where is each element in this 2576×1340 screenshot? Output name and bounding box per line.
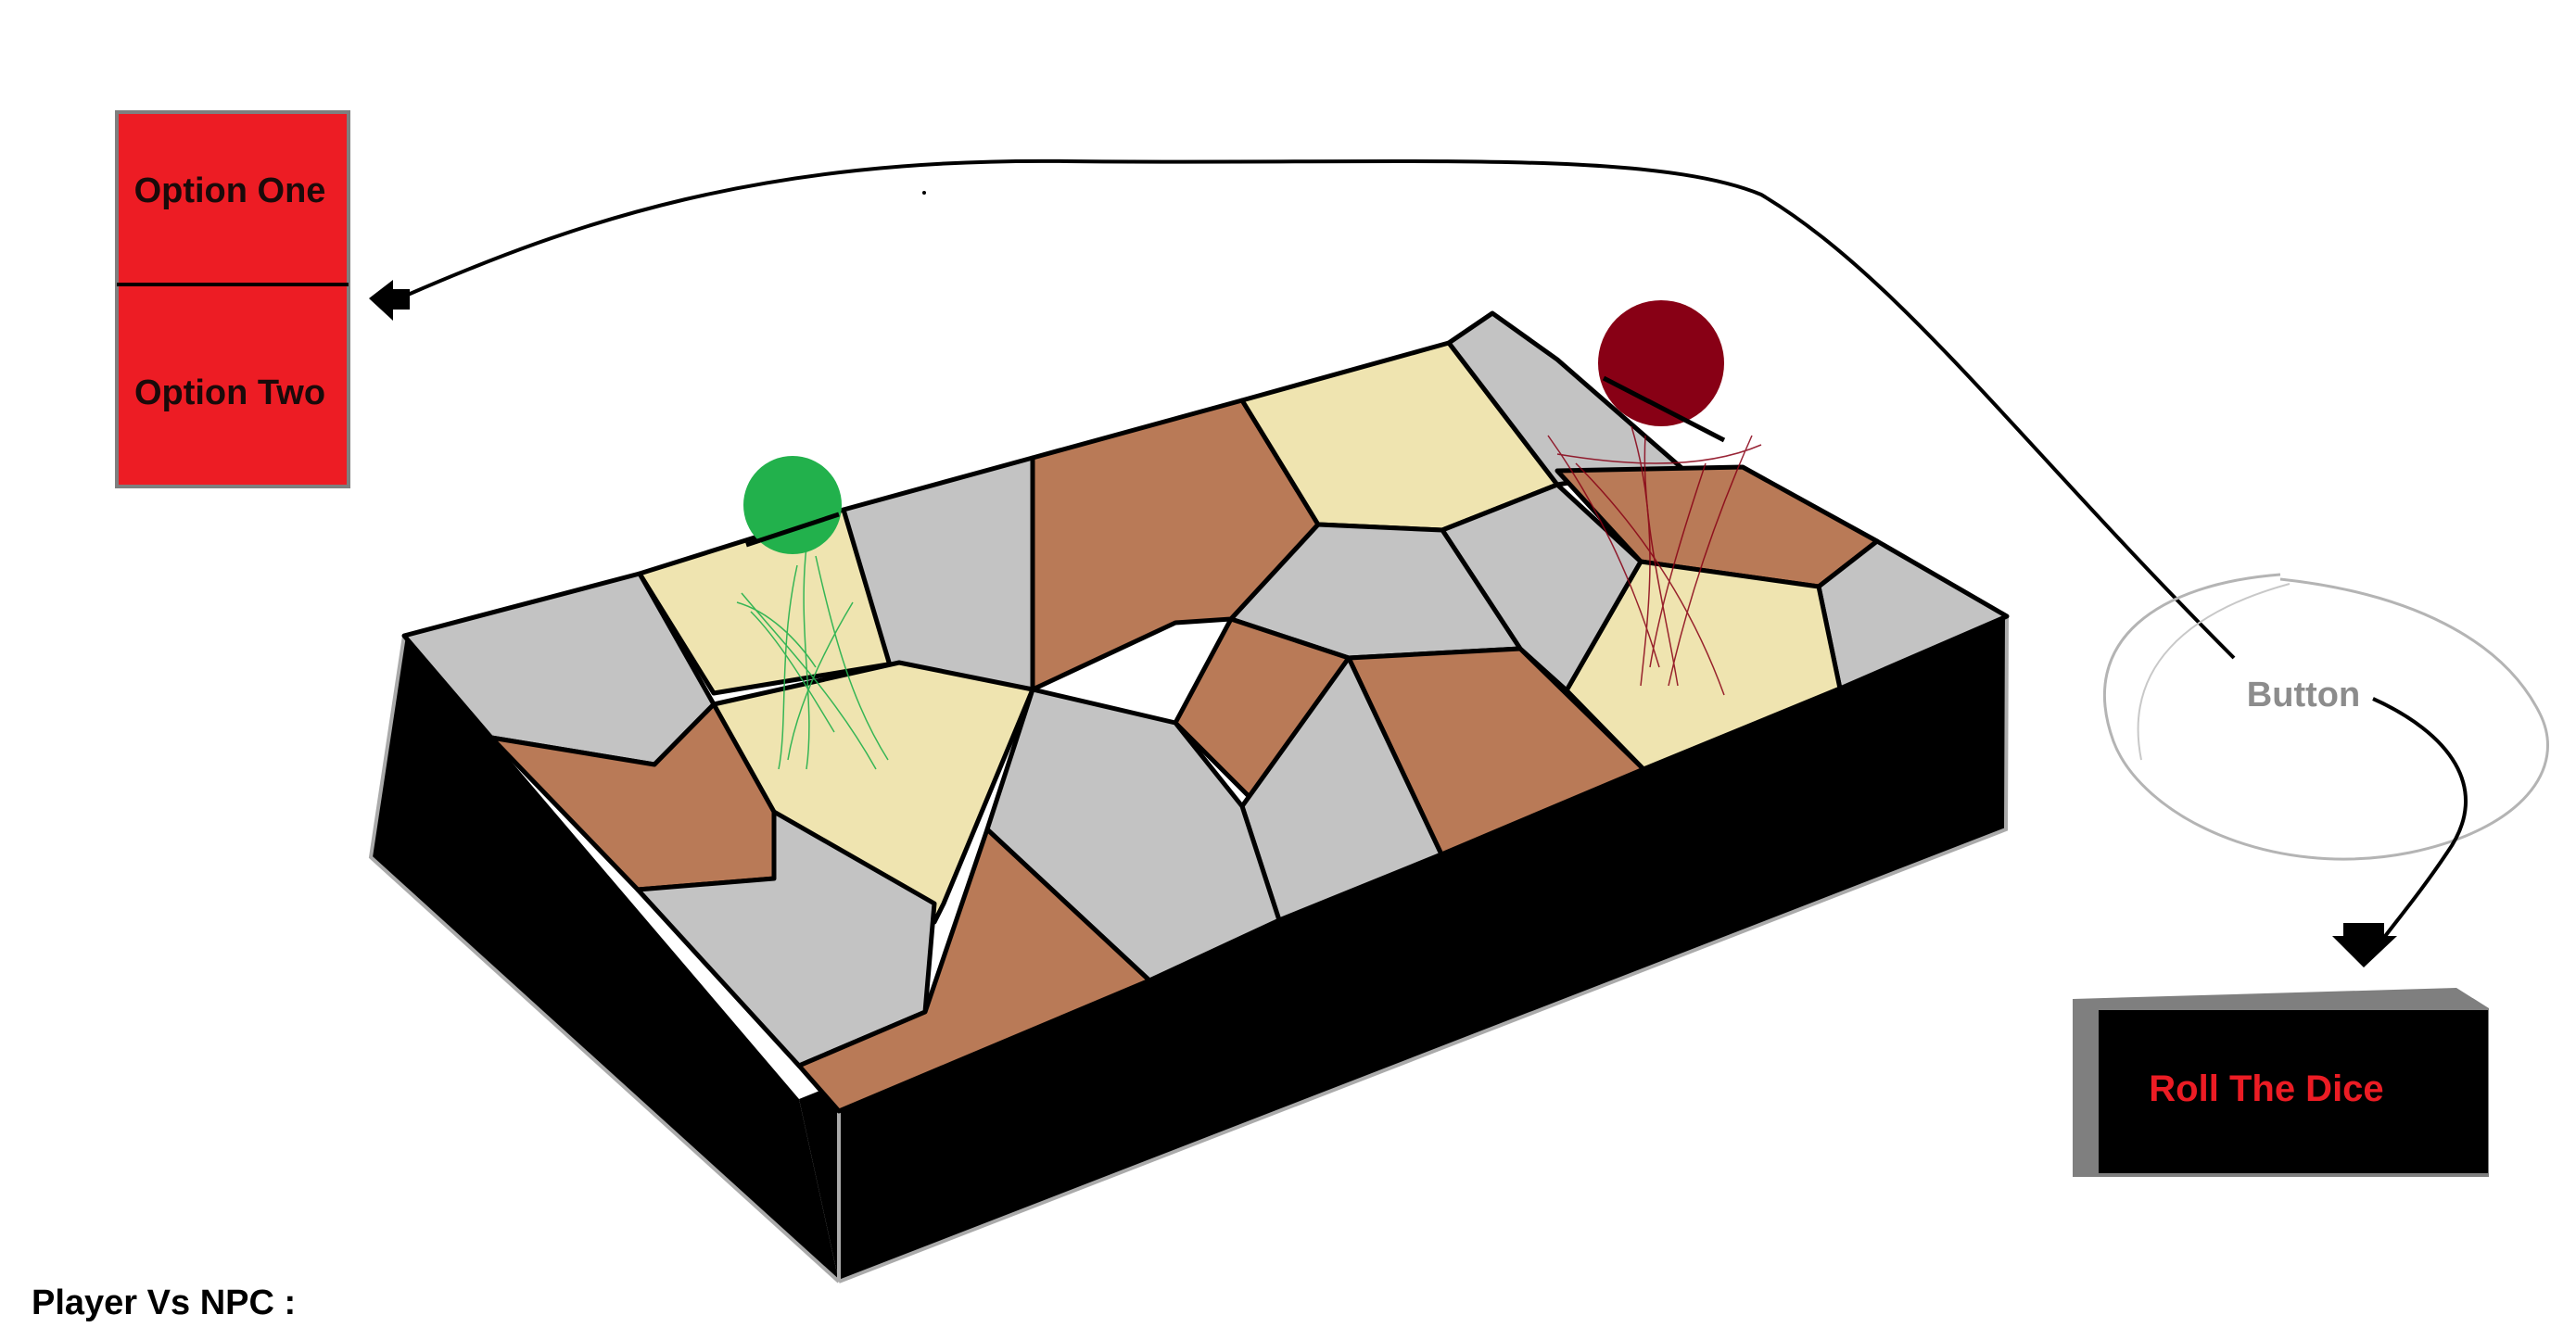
npc-token-ball [1598, 300, 1724, 426]
mode-label: Player Vs NPC : [32, 1283, 296, 1322]
game-board [368, 310, 2010, 1283]
player-token-ball [743, 456, 842, 554]
player-token[interactable] [736, 456, 889, 770]
roll-dice-button[interactable]: Roll The Dice [2073, 988, 2489, 1177]
roll-connector-arrow [2332, 697, 2468, 967]
npc-scribble [1547, 425, 1762, 696]
button-sketch: Button [2102, 573, 2549, 861]
board-tiles [401, 310, 2010, 1114]
option-two-button[interactable]: Option Two [115, 283, 350, 488]
button-note-label: Button [2247, 676, 2360, 714]
option-one-label: Option One [134, 171, 326, 210]
option-one-button[interactable]: Option One [115, 110, 350, 286]
board-side-left [371, 636, 839, 1282]
npc-token[interactable] [1547, 300, 1762, 696]
options-connector-arrow [369, 158, 2236, 660]
options-menu: Option One Option Two [115, 110, 350, 488]
roll-dice-face [2099, 1010, 2488, 1173]
arrow-left-icon [369, 280, 410, 321]
player-scribble [736, 546, 889, 770]
roll-dice-label: Roll The Dice [2149, 1068, 2383, 1109]
arrow-down-icon [2332, 923, 2397, 967]
option-two-label: Option Two [134, 373, 325, 412]
board-side-front [799, 616, 2007, 1282]
stray-dot [922, 191, 926, 195]
tile[interactable] [796, 827, 1152, 1114]
